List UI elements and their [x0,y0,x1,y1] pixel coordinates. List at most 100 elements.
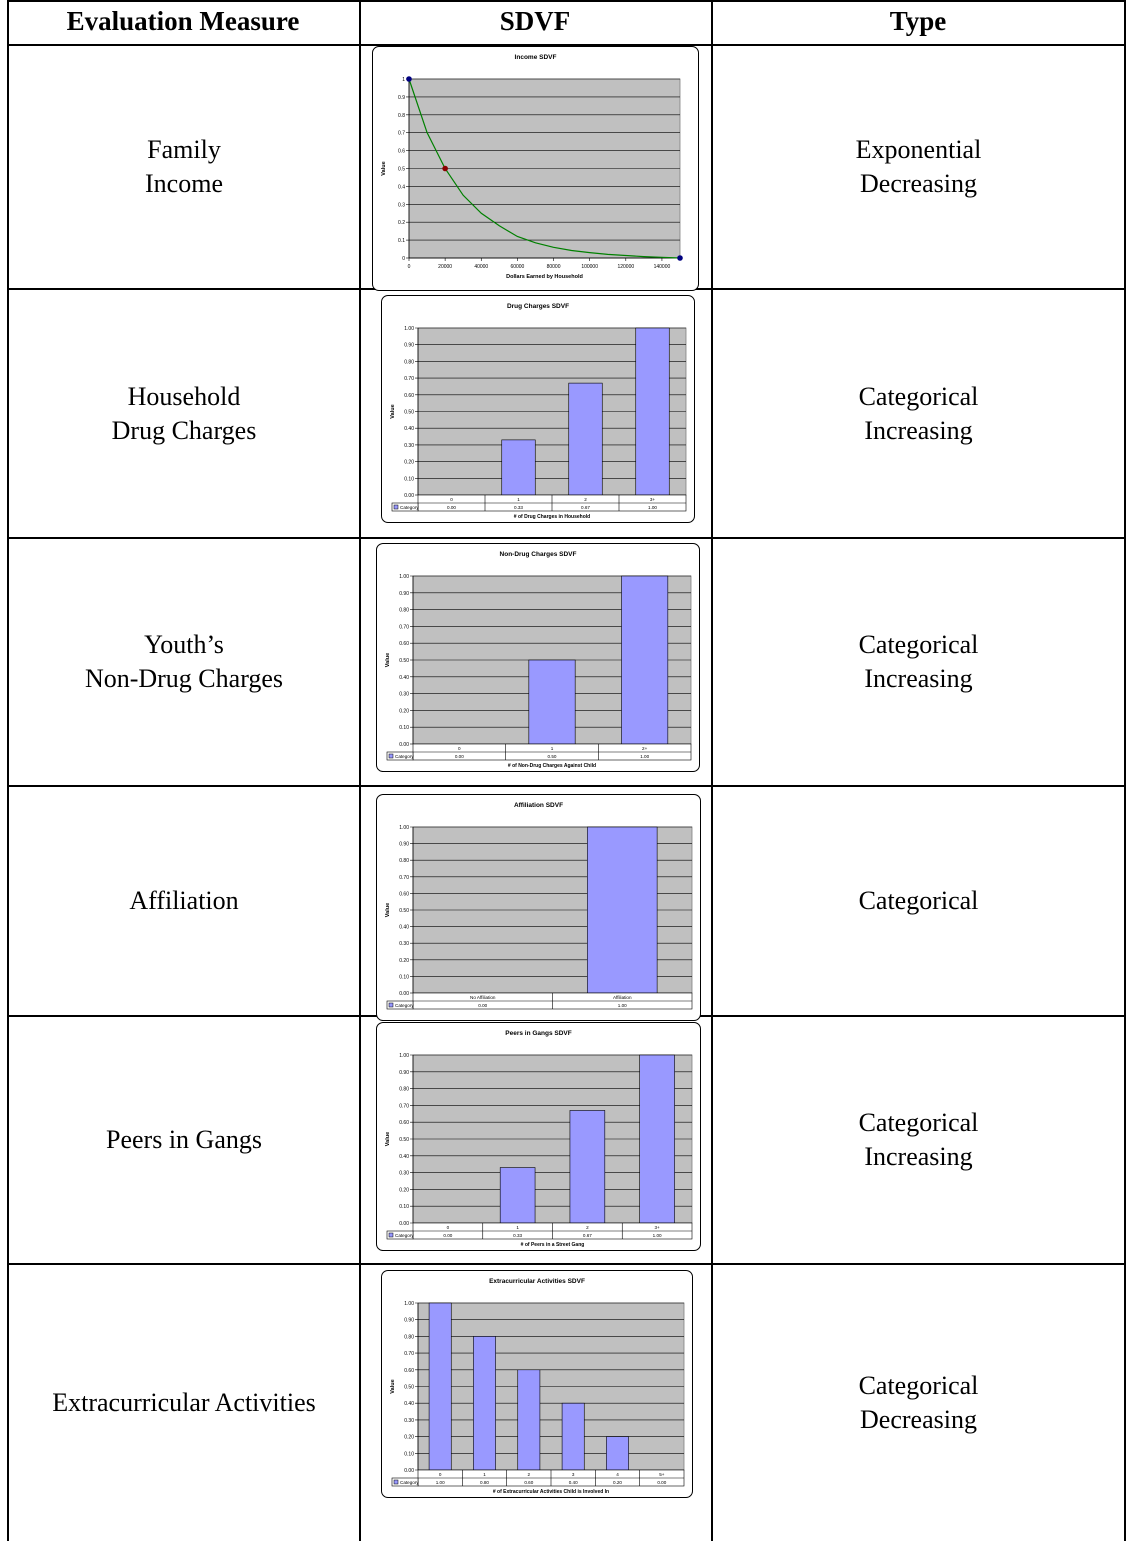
y-tick-label: 1 [402,77,405,83]
y-tick-label: 1.00 [404,326,414,332]
evaluation-measure-text: Household [127,381,241,411]
type-text: Exponential [855,135,982,164]
legend-swatch [388,1002,394,1008]
x-tick-label: 20000 [438,264,452,270]
y-tick-label: 0.3 [398,202,405,208]
series-line [408,78,681,259]
x-tick-label: 80000 [547,264,561,270]
x-axis-label: # of Non-Drug Charges Against Child [508,763,596,769]
legend-swatch [393,504,399,510]
category-label: 0 [439,1472,442,1477]
y-tick-label: 0.30 [404,1418,414,1424]
bar [639,1054,675,1224]
type-text: Categorical [858,1371,979,1400]
legend-label: Category [395,1003,414,1008]
evaluation-measure-text: Affiliation [129,886,239,915]
category-label: 3 [572,1472,575,1477]
legend-label: Category [400,505,419,510]
y-tick-label: 0.70 [399,624,409,630]
legend-cell [391,1477,419,1487]
table-column-rule-2 [711,0,713,1541]
legend-label: Category [395,754,414,759]
category-label: 2+ [642,746,648,751]
type-text: Categorical [858,886,979,915]
sdvf-chart: Peers in Gangs SDVF 0.00 0.10 0.20 0.30 0.40 0… [376,1022,701,1251]
table-column-rule-1 [359,0,361,1541]
chart-svg: Extracurricular Activities SDVF 0.00 0.10 0… [390,1278,685,1495]
value-label: 1.00 [648,505,657,510]
y-tick-label: 0.50 [404,410,414,416]
x-tick-label: 120000 [617,264,634,270]
x-tick-label: 140000 [654,264,671,270]
y-tick-label: 0.30 [399,941,409,947]
legend-cell [386,751,414,761]
table-rule-4 [7,785,1124,787]
chart-svg: Drug Charges SDVF 0.00 0.10 0.20 0.30 0.40 0.5… [390,303,687,520]
y-tick-label: 1.00 [399,1053,409,1059]
type-text: Increasing [864,415,973,445]
bar [528,659,576,745]
chart-title: Income SDVF [515,54,557,61]
value-label: 1.00 [653,1233,662,1238]
chart-title: Drug Charges SDVF [507,303,569,310]
y-tick-label: 0.00 [404,493,414,499]
y-tick-label: 0.10 [404,476,414,482]
bar [606,1436,629,1471]
category-label: 0 [447,1225,450,1230]
y-tick-label: 0.20 [399,708,409,714]
legend-swatch [388,1232,394,1238]
x-tick-label: 60000 [510,264,524,270]
header-sdvf: SDVF [499,6,571,36]
type-cell: Categorical Increasing [713,539,1124,785]
y-tick-label: 0.80 [399,608,409,614]
bar [568,382,603,496]
y-tick-label: 0.20 [399,1187,409,1193]
y-tick-label: 0.50 [399,908,409,914]
bar [635,327,670,496]
type-cell: Exponential Decreasing [713,46,1124,288]
type-text: Categorical [858,630,979,659]
evaluation-measure-cell: Affiliation [9,787,359,1015]
category-label: 2 [528,1472,531,1477]
y-tick-label: 0.90 [399,1070,409,1076]
y-axis-label: Value [390,1379,396,1393]
y-tick-label: 0.50 [399,1137,409,1143]
y-tick-label: 0.5 [398,167,405,173]
chart-svg: Peers in Gangs SDVF 0.00 0.10 0.20 0.30 0.40 0… [385,1030,693,1248]
y-tick-label: 0.8 [398,113,405,119]
category-label: 1 [516,1225,519,1230]
category-label: 1 [517,497,520,502]
y-tick-label: 0.20 [404,1435,414,1441]
evaluation-measure-text: Non-Drug Charges [84,664,284,693]
y-tick-label: 0.00 [399,742,409,748]
y-tick-label: 0.40 [399,1154,409,1160]
value-label: 0.33 [514,505,523,510]
y-tick-label: 0.40 [404,426,414,432]
evaluation-measure-cell: Household Drug Charges [9,290,359,537]
header-evaluation-measure: Evaluation Measure [66,6,300,36]
type-text: Increasing [864,664,973,693]
y-axis-label: Value [385,903,391,917]
bar [473,1336,496,1471]
chart-svg: Affiliation SDVF 0.00 0.10 0.20 0.30 0.40 0.50… [385,802,693,1010]
y-tick-label: 0.2 [398,220,405,226]
value-label: 0.80 [480,1480,489,1485]
x-tick-label: 40000 [474,264,488,270]
value-label: 0.00 [455,754,464,759]
chart-title: Extracurricular Activities SDVF [489,1278,585,1285]
bar [569,1110,606,1224]
chart-svg: Non-Drug Charges SDVF 0.00 0.10 0.20 0.30 0.4… [385,551,692,769]
data-point [677,255,683,261]
y-tick-label: 0.00 [404,1468,414,1474]
y-tick-label: 0.90 [404,1318,414,1324]
type-text: Decreasing [860,1405,977,1434]
value-label: 0.00 [657,1480,666,1485]
type-text: Decreasing [860,169,977,198]
sdvf-chart: Drug Charges SDVF 0.00 0.10 0.20 0.30 0.40 0.5… [381,295,695,523]
y-tick-label: 0.00 [399,1221,409,1227]
y-tick-label: 0.9 [398,95,405,101]
x-axis-label: # of Peers in a Street Gang [521,1242,585,1248]
y-tick-label: 0.30 [404,443,414,449]
y-tick-label: 0.6 [398,149,405,155]
chart-svg: Income SDVF 0 0.1 0.2 0.3 0.4 0.5 0.6 0.7 0.8 0.9 1… [381,54,683,280]
